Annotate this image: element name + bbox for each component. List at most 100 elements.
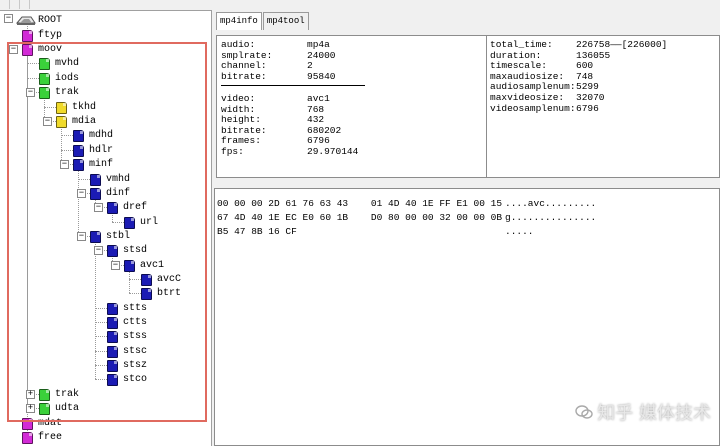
tree-node-stss[interactable]: stss	[107, 330, 147, 343]
tree-connector	[27, 55, 28, 408]
atom-icon	[56, 101, 67, 114]
tree-node-mdhd[interactable]: mdhd	[73, 129, 113, 142]
atom-icon	[107, 345, 118, 358]
tree-expand-toggle[interactable]: −	[77, 231, 86, 241]
hex-row: 00 00 00 2D 61 76 63 43 01 4D 40 1E FF E…	[217, 198, 596, 209]
atom-tree-panel[interactable]: − ROOT ftyp − moov mvhd iods − trak tkhd − mdia md…	[0, 10, 212, 446]
info-key: channel:	[221, 60, 267, 72]
tree-expand-toggle[interactable]: −	[60, 159, 69, 169]
hex-view-panel[interactable]: 00 00 00 2D 61 76 63 43 01 4D 40 1E FF E…	[214, 188, 720, 446]
tree-node-avcC[interactable]: avcC	[141, 273, 181, 286]
tree-node-trak1[interactable]: trak	[39, 86, 79, 99]
tree-expand-toggle[interactable]: +	[26, 389, 35, 399]
tree-node-root[interactable]: ROOT	[38, 14, 62, 27]
info-key: maxvideosize:	[490, 91, 565, 103]
tree-connector	[78, 179, 90, 180]
info-row: total_time: 226758——[226000]	[490, 39, 667, 51]
atom-icon	[73, 144, 84, 157]
tree-expand-toggle[interactable]: +	[26, 403, 35, 413]
tree-node-stsd[interactable]: stsd	[107, 244, 147, 257]
info-value: 136055	[576, 49, 611, 61]
tree-node-iods[interactable]: iods	[39, 72, 79, 85]
tree-node-btrt[interactable]: btrt	[141, 287, 181, 300]
video-info-list: video: avc1 width: 768 height: 432 bitrate:…	[221, 93, 358, 158]
tree-connector	[61, 127, 62, 164]
tree-node-dinf[interactable]: dinf	[90, 187, 130, 200]
tree-node-moov[interactable]: moov	[22, 43, 62, 56]
tree-connector	[112, 256, 113, 265]
info-value: 32070	[576, 91, 605, 103]
watermark: 知乎 媒体技术	[575, 399, 711, 425]
tree-node-dref[interactable]: dref	[107, 201, 147, 214]
tree-node-label: moov	[38, 44, 63, 55]
tree-node-stts[interactable]: stts	[107, 302, 147, 315]
root-collapse-toggle[interactable]: −	[4, 13, 13, 23]
tree-node-tkhd[interactable]: tkhd	[56, 101, 96, 114]
tree-connector	[95, 308, 107, 309]
tree-node-stsz[interactable]: stsz	[107, 359, 147, 372]
tree-node-udta[interactable]: udta	[39, 402, 79, 415]
tree-node-label: stbl	[106, 231, 131, 242]
tab-mp4tool[interactable]: mp4tool	[262, 12, 309, 30]
tree-node-label: stsd	[123, 245, 148, 256]
tree-expand-toggle[interactable]: −	[77, 188, 86, 198]
tree-node-stbl[interactable]: stbl	[90, 230, 130, 243]
tree-node-label: mvhd	[55, 58, 80, 69]
tree-node-label: dinf	[106, 188, 131, 199]
info-key: maxaudiosize:	[490, 70, 565, 82]
tree-node-label: avcC	[157, 274, 182, 285]
media-info-panel: audio: mp4a smplrate: 24000 channel: 2 bitr…	[216, 35, 488, 178]
moov-highlight-box	[7, 42, 207, 422]
toolbar-cell	[10, 0, 20, 9]
atom-icon	[90, 173, 101, 186]
tree-expand-toggle[interactable]: −	[9, 44, 18, 54]
tab-mp4info[interactable]: mp4info	[216, 12, 262, 30]
tree-node-url[interactable]: url	[124, 216, 158, 229]
info-row: height: 432	[221, 115, 358, 126]
tree-node-trak2[interactable]: trak	[39, 388, 79, 401]
tree-node-label: stsz	[123, 360, 148, 371]
tree-node-label: mdhd	[89, 130, 114, 141]
atom-icon	[73, 158, 84, 171]
tree-node-avc1[interactable]: avc1	[124, 259, 164, 272]
info-row: videosamplenum: 6796	[490, 102, 667, 115]
info-key: fps:	[221, 145, 244, 157]
tree-node-ftyp[interactable]: ftyp	[22, 29, 62, 42]
info-key: width:	[221, 103, 256, 115]
tree-node-label: stco	[123, 374, 148, 385]
tree-expand-toggle[interactable]: −	[26, 87, 35, 97]
hex-bytes: B5 47 8B 16 CF	[217, 226, 297, 237]
tree-node-mvhd[interactable]: mvhd	[39, 57, 79, 70]
tree-node-label: stss	[123, 331, 148, 342]
tree-node-vmhd[interactable]: vmhd	[90, 173, 130, 186]
tab-bar: mp4info mp4tool	[216, 12, 310, 30]
info-key: duration:	[490, 49, 542, 61]
atom-icon	[141, 273, 152, 286]
atom-icon	[107, 316, 118, 329]
timing-info-list: total_time: 226758——[226000] duration: 136…	[490, 39, 667, 115]
tree-node-minf[interactable]: minf	[73, 158, 113, 171]
atom-icon	[107, 302, 118, 315]
tree-node-stsc[interactable]: stsc	[107, 345, 147, 358]
tree-node-label: dref	[123, 202, 148, 213]
tree-node-label: mdat	[38, 418, 63, 429]
atom-icon	[107, 373, 118, 386]
tree-node-stco[interactable]: stco	[107, 373, 147, 386]
atom-icon	[39, 402, 50, 415]
atom-icon	[107, 244, 118, 257]
atom-icon	[39, 72, 50, 85]
tree-node-free[interactable]: free	[22, 431, 62, 444]
info-row: duration: 136055	[490, 49, 667, 62]
tree-expand-toggle[interactable]: −	[94, 202, 103, 212]
tree-node-mdia[interactable]: mdia	[56, 115, 96, 128]
tree-expand-toggle[interactable]: −	[43, 116, 52, 126]
tree-node-label: trak	[55, 87, 80, 98]
tree-expand-toggle[interactable]: −	[111, 260, 120, 270]
info-value: mp4a	[307, 39, 330, 50]
tree-expand-toggle[interactable]: −	[94, 245, 103, 255]
tree-node-hdlr[interactable]: hdlr	[73, 144, 113, 157]
tree-connector	[129, 271, 130, 293]
info-row: channel: 2	[221, 61, 336, 72]
tree-node-ctts[interactable]: ctts	[107, 316, 147, 329]
info-key: videosamplenum:	[490, 102, 576, 114]
